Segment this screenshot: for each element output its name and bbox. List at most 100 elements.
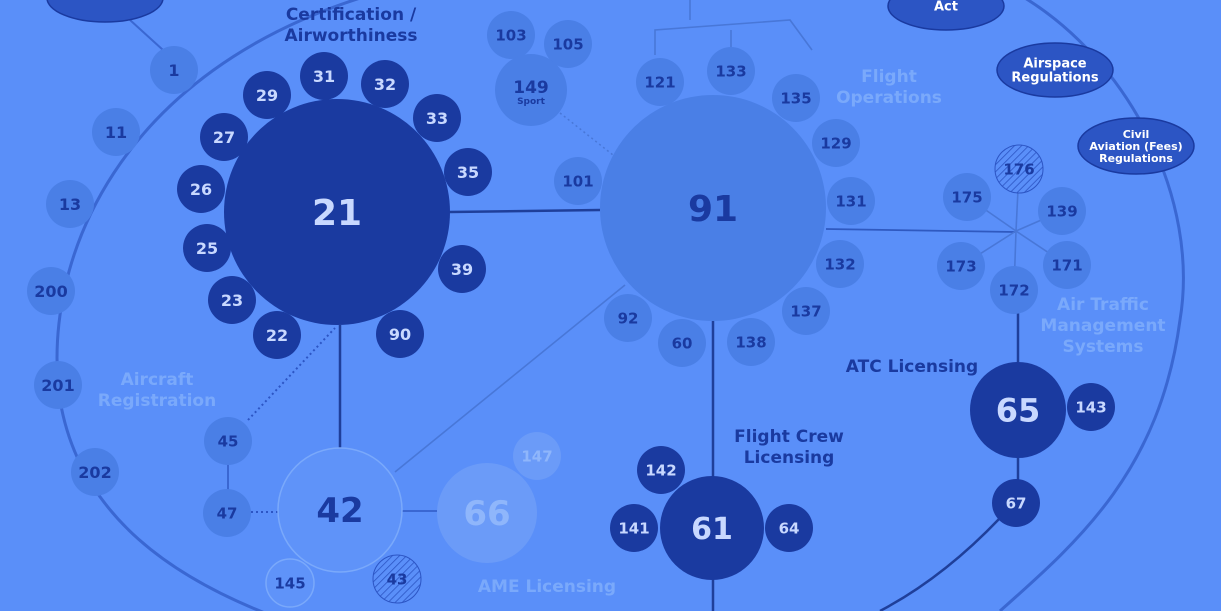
node-139[interactable]: 139 [1038,187,1086,235]
node-circle [204,417,252,465]
node-circle [707,47,755,95]
node-circle [243,71,291,119]
node-176[interactable]: 176 [994,144,1044,194]
node-13[interactable]: 13 [46,180,94,228]
node-103[interactable]: 103 [487,11,535,59]
label-air-traffic-management-line: Systems [1063,337,1144,357]
node-105[interactable]: 105 [544,20,592,68]
node-label: 138 [735,333,766,351]
node-label: 22 [266,326,288,345]
node-label: 47 [217,504,238,522]
node-66[interactable]: 66 [437,463,537,563]
node-173[interactable]: 173 [937,242,985,290]
node-129[interactable]: 129 [812,119,860,167]
label-ame-licensing-line: AME Licensing [478,577,616,597]
node-29[interactable]: 29 [243,71,291,119]
node-circle [437,463,537,563]
node-label: 67 [1006,494,1027,512]
node-133[interactable]: 133 [707,47,755,95]
node-circle [71,448,119,496]
node-circle [253,311,301,359]
node-25[interactable]: 25 [183,224,231,272]
edge-91-atm [825,228,1016,233]
edge-42-91 [394,284,626,473]
node-circle [1067,383,1115,431]
node-91[interactable]: 91 [600,95,826,321]
node-137[interactable]: 137 [782,287,830,335]
label-atc-licensing: ATC Licensing [846,357,978,377]
node-circle [816,240,864,288]
node-label: 21 [312,193,362,234]
node-21[interactable]: 21 [224,99,450,325]
node-circle [637,446,685,494]
node-11[interactable]: 11 [92,108,140,156]
node-201[interactable]: 201 [34,361,82,409]
node-circle [200,113,248,161]
label-air-traffic-management-line: Management [1040,316,1165,336]
node-label: 42 [316,491,363,531]
node-42[interactable]: 42 [277,447,403,573]
label-certification-line: Airworthiness [284,26,417,46]
node-45[interactable]: 45 [204,417,252,465]
node-92[interactable]: 92 [604,294,652,342]
node-circle [600,95,826,321]
node-label: 61 [691,512,733,547]
node-32[interactable]: 32 [361,60,409,108]
node-60[interactable]: 60 [658,319,706,367]
node-171[interactable]: 171 [1043,241,1091,289]
node-label: 133 [715,62,746,80]
node-circle [413,94,461,142]
node-label: 23 [221,291,243,310]
node-202[interactable]: 202 [71,448,119,496]
node-circle [438,245,486,293]
node-135[interactable]: 135 [772,74,820,122]
node-label: 31 [313,67,335,86]
node-200[interactable]: 200 [27,267,75,315]
node-39[interactable]: 39 [438,245,486,293]
node-label: 175 [951,188,982,206]
node-47[interactable]: 47 [203,489,251,537]
node-175[interactable]: 175 [943,173,991,221]
node-23[interactable]: 23 [208,276,256,324]
node-145[interactable]: 145 [265,558,315,608]
node-circle [636,58,684,106]
node-131[interactable]: 131 [827,177,875,225]
node-142[interactable]: 142 [637,446,685,494]
node-label: 202 [78,463,111,482]
node-90[interactable]: 90 [376,310,424,358]
node-121[interactable]: 121 [636,58,684,106]
node-26[interactable]: 26 [177,165,225,213]
act-oval-left-shape [46,0,164,23]
node-101[interactable]: 101 [554,157,602,205]
node-label: 60 [672,334,693,352]
node-1[interactable]: 1 [150,46,198,94]
node-132[interactable]: 132 [816,240,864,288]
act-oval-shape [887,0,1005,31]
node-67[interactable]: 67 [992,479,1040,527]
node-label: 45 [218,432,239,450]
node-circle [772,74,820,122]
node-31[interactable]: 31 [300,52,348,100]
node-label: 66 [463,494,510,534]
node-64[interactable]: 64 [765,504,813,552]
node-35[interactable]: 35 [444,148,492,196]
node-43[interactable]: 43 [372,554,422,604]
node-138[interactable]: 138 [727,318,775,366]
node-143[interactable]: 143 [1067,383,1115,431]
node-27[interactable]: 27 [200,113,248,161]
node-172[interactable]: 172 [990,266,1038,314]
node-147[interactable]: 147 [513,432,561,480]
node-33[interactable]: 33 [413,94,461,142]
node-label: 132 [824,255,855,273]
node-61[interactable]: 61 [660,476,764,580]
node-141[interactable]: 141 [610,504,658,552]
node-label: 101 [562,172,593,190]
node-65[interactable]: 65 [970,362,1066,458]
node-label: 149 [513,78,549,98]
node-circle [34,361,82,409]
node-22[interactable]: 22 [253,311,301,359]
airspace-oval-shape [996,42,1114,98]
node-label: 64 [779,519,800,537]
